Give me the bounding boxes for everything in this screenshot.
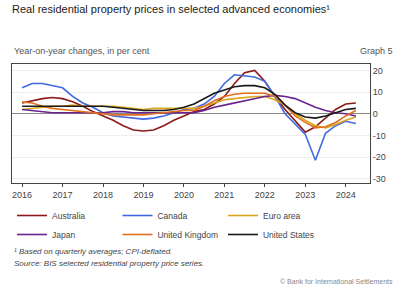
svg-text:-30: -30 [373, 174, 386, 184]
svg-text:2017: 2017 [53, 190, 73, 200]
svg-text:2024: 2024 [336, 190, 356, 200]
svg-text:2019: 2019 [133, 190, 153, 200]
svg-text:-10: -10 [373, 131, 386, 141]
svg-text:© Bank for International Settl: © Bank for International Settlements [280, 278, 393, 285]
svg-text:Australia: Australia [52, 211, 85, 221]
svg-text:2016: 2016 [12, 190, 32, 200]
svg-text:10: 10 [373, 87, 383, 97]
svg-text:Year-on-year changes, in per c: Year-on-year changes, in per cent [14, 46, 150, 56]
svg-text:0: 0 [373, 109, 378, 119]
svg-text:Graph 5: Graph 5 [360, 46, 393, 56]
svg-text:2023: 2023 [295, 190, 315, 200]
svg-text:20: 20 [373, 66, 383, 76]
svg-text:2022: 2022 [255, 190, 275, 200]
svg-text:United States: United States [263, 230, 314, 240]
svg-text:Japan: Japan [52, 230, 75, 240]
svg-text:2018: 2018 [93, 190, 113, 200]
svg-text:-20: -20 [373, 152, 386, 162]
svg-text:Source: BIS selected residenti: Source: BIS selected residential propert… [14, 259, 204, 268]
svg-text:Real residential property pric: Real residential property prices in sele… [12, 3, 330, 15]
svg-text:Euro area: Euro area [263, 211, 301, 221]
svg-text:Canada: Canada [157, 211, 187, 221]
svg-text:United Kingdom: United Kingdom [157, 230, 217, 240]
svg-text:2020: 2020 [174, 190, 194, 200]
svg-text:2021: 2021 [214, 190, 234, 200]
svg-text:¹ Based on quarterly averages;: ¹ Based on quarterly averages; CPI-defla… [14, 247, 172, 256]
